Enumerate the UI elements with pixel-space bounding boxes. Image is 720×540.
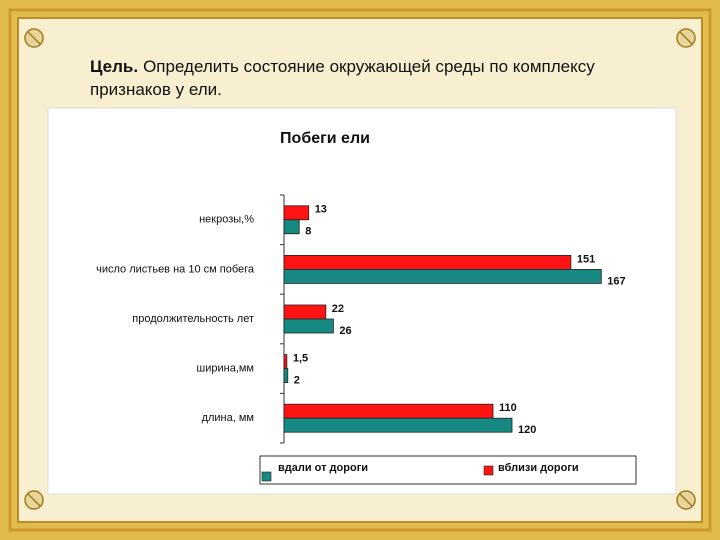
bar	[283, 205, 310, 221]
legend-label: вблизи дороги	[498, 462, 579, 474]
bar	[283, 403, 494, 419]
value-label: 2	[294, 375, 300, 387]
category-label: некрозы,%	[199, 214, 254, 226]
bar	[283, 254, 572, 270]
legend-swatch	[483, 465, 494, 476]
bar	[283, 318, 334, 334]
category-label: длина, мм	[202, 412, 254, 424]
category-label: число листьев на 10 см побега	[96, 263, 255, 275]
bar	[283, 368, 289, 384]
chart-area	[47, 107, 677, 495]
bar	[283, 268, 602, 284]
value-label: 1,5	[293, 353, 308, 365]
legend-swatch	[261, 471, 272, 482]
value-label: 120	[518, 424, 536, 436]
chart-title: Побеги ели	[280, 130, 370, 147]
value-label: 167	[607, 275, 625, 287]
bar	[283, 219, 300, 235]
heading-text: Определить состояние окружающей среды по…	[90, 57, 595, 99]
value-label: 22	[332, 303, 344, 315]
value-label: 13	[315, 204, 327, 216]
category-label: ширина,мм	[196, 363, 254, 375]
legend-box	[259, 455, 637, 485]
heading-lead: Цель.	[90, 57, 139, 76]
value-label: 110	[499, 402, 517, 414]
legend-label: вдали от дороги	[278, 462, 368, 474]
category-label: продолжительность лет	[132, 313, 254, 325]
heading: Цель. Определить состояние окружающей сре…	[90, 55, 650, 101]
bar	[283, 417, 513, 433]
bar	[283, 304, 327, 320]
value-label: 151	[577, 253, 595, 265]
value-label: 8	[305, 226, 311, 238]
value-label: 26	[339, 325, 351, 337]
bar	[283, 354, 288, 370]
